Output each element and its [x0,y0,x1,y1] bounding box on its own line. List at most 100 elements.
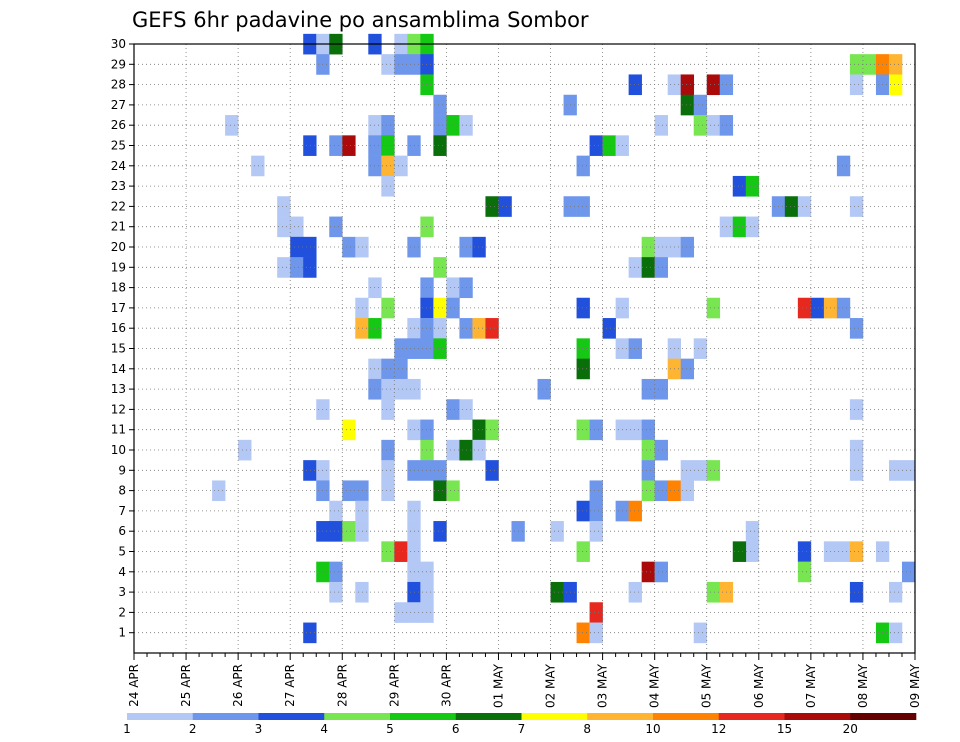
x-tick-label: 29 APR [387,664,401,707]
heatmap-cell [381,460,395,481]
x-tick-label: 01 MAY [491,663,505,708]
heatmap-cell [433,460,447,481]
heatmap-cell [446,277,460,299]
colorbar-label: 7 [518,722,526,736]
heatmap-cell [329,521,343,542]
heatmap-cell [355,318,369,339]
heatmap-cell [810,297,825,319]
y-tick-label: 16 [111,321,126,335]
heatmap-cell [797,561,812,583]
colorbar-swatch [192,713,259,720]
y-tick-label: 8 [118,484,126,498]
heatmap-cell [394,541,408,562]
heatmap-cell [797,297,812,319]
x-tick-label: 28 APR [335,664,349,707]
y-tick-label: 27 [111,98,126,112]
heatmap-cell [355,236,369,258]
colorbar-label: 3 [255,722,263,736]
colorbar-label: 6 [452,722,460,736]
heatmap-cell [433,338,447,359]
heatmap-cell [381,115,395,136]
heatmap-cell [472,439,486,461]
heatmap-cell [251,155,265,177]
heatmap-cell [641,561,655,583]
y-axis: 1234567891011121314151617181920212223242… [111,37,134,640]
heatmap-cell [433,318,447,339]
colorbar-label: 10 [645,722,660,736]
heatmap-cell [381,175,395,197]
heatmap-cell [654,115,668,136]
x-tick-label: 30 APR [439,664,453,707]
heatmap-cell [680,74,695,96]
heatmap-cell [628,257,642,278]
colorbar-swatch [521,713,588,720]
y-tick-label: 22 [111,199,126,213]
y-tick-label: 9 [118,463,126,477]
heatmap-cell [303,135,317,156]
heatmap-cell [628,338,642,359]
heatmap-cell [394,338,408,359]
heatmap-cell [628,74,642,96]
y-tick-label: 6 [118,524,126,538]
heatmap-cell [589,500,603,522]
colorbar-swatch [390,713,457,720]
colorbar-legend: 1 2 3 4 5 6 7 8 10 12 15 20 [123,713,917,736]
colorbar-label: 2 [189,722,197,736]
y-tick-label: 5 [118,545,126,559]
heatmap-cell [849,196,864,217]
x-tick-label: 24 APR [127,664,141,707]
heatmap-cell [576,297,590,319]
heatmap-cell [420,439,434,461]
heatmap-cell [485,460,499,481]
heatmap-cell [849,581,864,603]
heatmap-cell [355,500,369,522]
heatmap-cell [576,338,590,359]
heatmap-cell [446,297,460,319]
heatmap-cell [693,622,708,644]
heatmap-cell [680,460,695,481]
heatmap-cell [849,54,864,75]
heatmap-cell [290,236,304,258]
heatmap-cell [602,318,616,339]
heatmap-cell [628,419,642,441]
y-tick-label: 13 [111,382,126,396]
colorbar-swatch [653,713,720,720]
heatmap-cell [849,399,864,420]
heatmap-cell [641,236,655,258]
heatmap-cell [589,602,603,623]
heatmap-cell [381,54,395,75]
heatmap-cell [381,399,395,420]
x-tick-label: 05 MAY [700,663,714,708]
heatmap-cell [888,581,903,603]
x-tick-label: 03 MAY [596,663,610,708]
heatmap-cell [732,216,747,238]
heatmap-cell [225,115,239,136]
heatmap-cell [303,257,317,278]
y-tick-label: 17 [111,301,126,315]
heatmap-cell [381,297,395,319]
heatmap-cell [888,622,903,644]
heatmap-cell [485,419,499,441]
heatmap-cell [732,175,747,197]
heatmap-cell [420,338,434,359]
heatmap-cell [277,257,291,278]
heatmap-cell [420,318,434,339]
colorbar-swatch [455,713,522,720]
heatmap-cell [394,358,408,380]
heatmap-cell [420,460,434,481]
heatmap-cell [290,257,304,278]
heatmap-cell [576,622,590,644]
heatmap-cells [212,33,916,644]
heatmap-cell [680,358,695,380]
heatmap-cell [849,541,864,562]
heatmap-cell [342,521,356,542]
x-tick-label: 09 MAY [908,663,922,708]
heatmap-cell [849,74,864,96]
heatmap-cell [381,378,395,400]
heatmap-cell [303,622,317,644]
heatmap-cell [654,378,668,400]
grid-lines [134,43,915,653]
heatmap-cell [537,378,551,400]
heatmap-cell [654,561,668,583]
heatmap-cell [329,135,343,156]
